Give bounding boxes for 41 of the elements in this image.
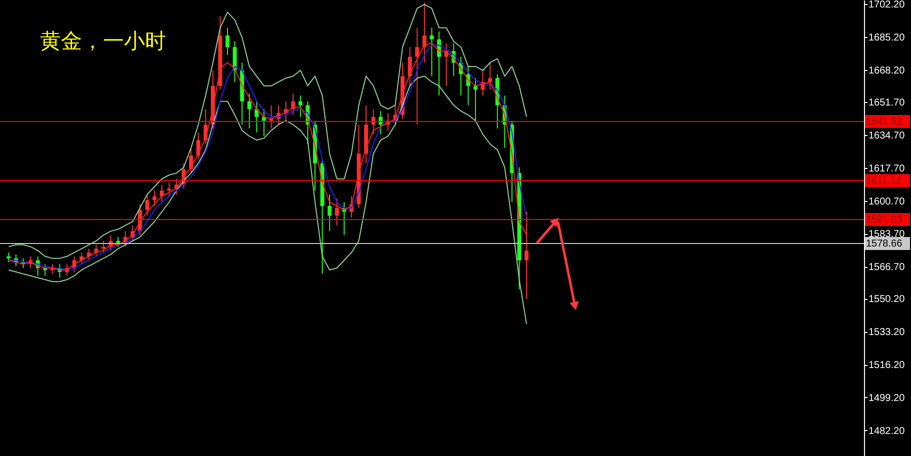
- candlestick: [160, 184, 164, 203]
- candlestick: [524, 211, 529, 300]
- candlestick: [6, 252, 11, 263]
- ref-line-label: 1641.62: [866, 116, 903, 128]
- y-tick-label: 1702.20: [868, 0, 906, 11]
- y-tick-label: 1583.70: [868, 229, 906, 240]
- candlestick: [298, 95, 302, 118]
- candlestick: [488, 62, 492, 90]
- y-tick-label: 1516.20: [868, 360, 906, 372]
- y-tick-label: 1634.70: [868, 130, 906, 142]
- y-tick-label: 1685.20: [868, 32, 906, 44]
- candlestick: [167, 182, 172, 197]
- candlestick: [145, 194, 150, 216]
- ref-line-label: 1591.03: [866, 214, 903, 226]
- candlestick: [415, 27, 420, 126]
- y-tick-label: 1566.70: [868, 262, 906, 274]
- candlestick: [422, 2, 426, 64]
- candlestick: [94, 244, 98, 257]
- y-tick-label: 1550.20: [868, 294, 906, 306]
- line-series: [8, 76, 528, 325]
- y-tick-label: 1651.70: [868, 97, 906, 108]
- candlestick: [116, 236, 120, 248]
- candlestick: [152, 190, 157, 207]
- ref-line-label: 1578.66: [866, 238, 903, 250]
- candlestick: [225, 27, 230, 56]
- y-tick-label: 1533.20: [868, 327, 906, 338]
- y-tick-label: 1499.20: [868, 392, 906, 404]
- candlestick: [101, 240, 106, 254]
- candlestick: [334, 198, 339, 226]
- candlestick: [328, 194, 332, 232]
- candlestick: [247, 93, 252, 129]
- ref-line-label: 1611.12: [866, 176, 902, 187]
- candlestick: [254, 100, 259, 133]
- y-tick-label: 1668.20: [868, 65, 906, 76]
- y-tick-label: 1482.20: [868, 426, 906, 437]
- text: 黄金，一小时: [40, 29, 166, 53]
- line-series: [8, 4, 528, 259]
- candlestick: [232, 40, 237, 82]
- y-tick-label: 1600.70: [868, 196, 906, 208]
- y-tick-label: 1617.70: [868, 163, 906, 174]
- candlestick: [430, 27, 434, 77]
